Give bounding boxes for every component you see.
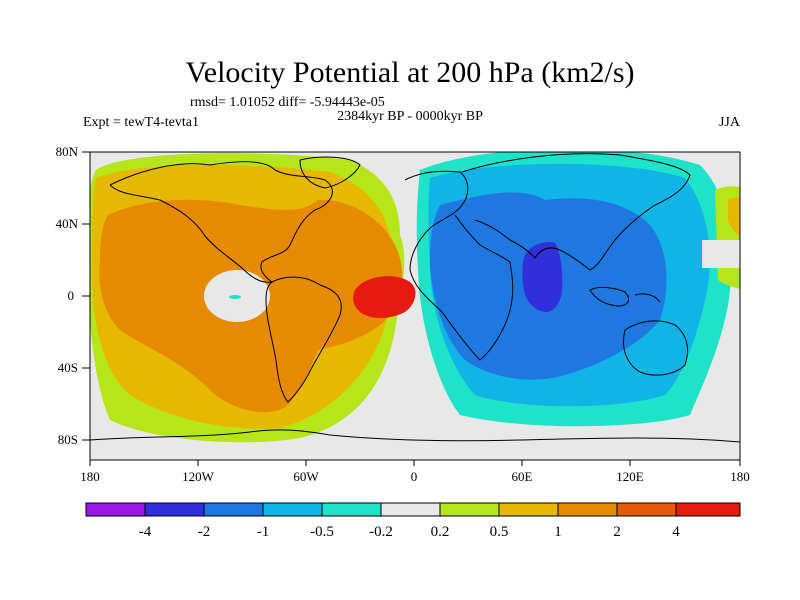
greenland-coast (299, 156, 361, 189)
axis-ticks (82, 151, 741, 466)
contour-level-minus-0.5 (229, 295, 241, 299)
colorbar-box-8 (557, 502, 618, 517)
colorbar-box-7 (498, 502, 559, 517)
contour-level-minus-2-east (522, 242, 563, 313)
colorbar-label-2: -1 (257, 524, 270, 540)
colorbar-label-8: 2 (613, 524, 621, 540)
antarctica-coast (90, 429, 740, 443)
colorbar-box-2 (203, 502, 264, 517)
period-label: 2384kyr BP - 0000kyr BP (337, 109, 483, 124)
x-label-120E: 120E (616, 469, 644, 484)
colorbar-box-0 (85, 502, 146, 517)
australia-coast (623, 320, 688, 376)
contour-field (90, 152, 740, 443)
y-label-80N: 80N (56, 144, 79, 159)
y-label-40S: 40S (58, 360, 78, 375)
map-title: Velocity Potential at 200 hPa (km2/s) (185, 56, 634, 89)
colorbar-box-10 (675, 502, 741, 517)
x-label-0: 0 (411, 469, 418, 484)
stats-label: rmsd= 1.01052 diff= -5.94443e-05 (190, 95, 385, 110)
south-america-coast (265, 276, 342, 403)
north-america-coast (109, 161, 333, 283)
colorbar-box-4 (321, 502, 382, 517)
x-label-120W: 120W (182, 469, 215, 484)
season-label: JJA (719, 115, 741, 130)
colorbar-label-5: 0.2 (431, 524, 450, 540)
coastlines (90, 153, 740, 443)
colorbar-label-9: 4 (672, 524, 680, 540)
y-label-80S: 80S (58, 432, 78, 447)
colorbar-label-0: -4 (139, 524, 152, 540)
colorbar-box-3 (262, 502, 323, 517)
colorbar-label-7: 1 (554, 524, 562, 540)
x-label-60W: 60W (293, 469, 319, 484)
x-axis-labels: 180 120W 60W 0 60E 120E 180 (80, 469, 750, 484)
contour-level-4 (353, 276, 416, 318)
colorbar-label-6: 0.5 (490, 524, 509, 540)
colorbar-label-1: -2 (198, 524, 211, 540)
europe-africa-coast (404, 170, 514, 361)
contour-dateline-white (702, 240, 740, 268)
colorbar-box-1 (144, 502, 205, 517)
colorbar-label-4: -0.2 (369, 524, 393, 540)
colorbar-box-6 (439, 502, 500, 517)
colorbar-box-9 (616, 502, 677, 517)
y-label-40N: 40N (56, 216, 79, 231)
y-axis-labels: 80N 40N 0 40S 80S (56, 144, 79, 447)
colorbar: -4 -2 -1 -0.5 -0.2 0.2 0.5 1 2 4 (85, 502, 741, 540)
colorbar-label-3: -0.5 (310, 524, 334, 540)
map-frame (89, 151, 741, 461)
x-label-60E: 60E (512, 469, 533, 484)
contour-dateline-orange (728, 197, 740, 237)
x-label-180E: 180 (730, 469, 750, 484)
y-label-0: 0 (68, 288, 75, 303)
asia-coast (461, 153, 691, 271)
colorbar-box-5 (380, 502, 441, 517)
experiment-label: Expt = tewT4-tevta1 (83, 115, 199, 130)
map-panel (89, 151, 741, 461)
x-label-180W: 180 (80, 469, 100, 484)
maritime-continent-coast (589, 286, 661, 307)
